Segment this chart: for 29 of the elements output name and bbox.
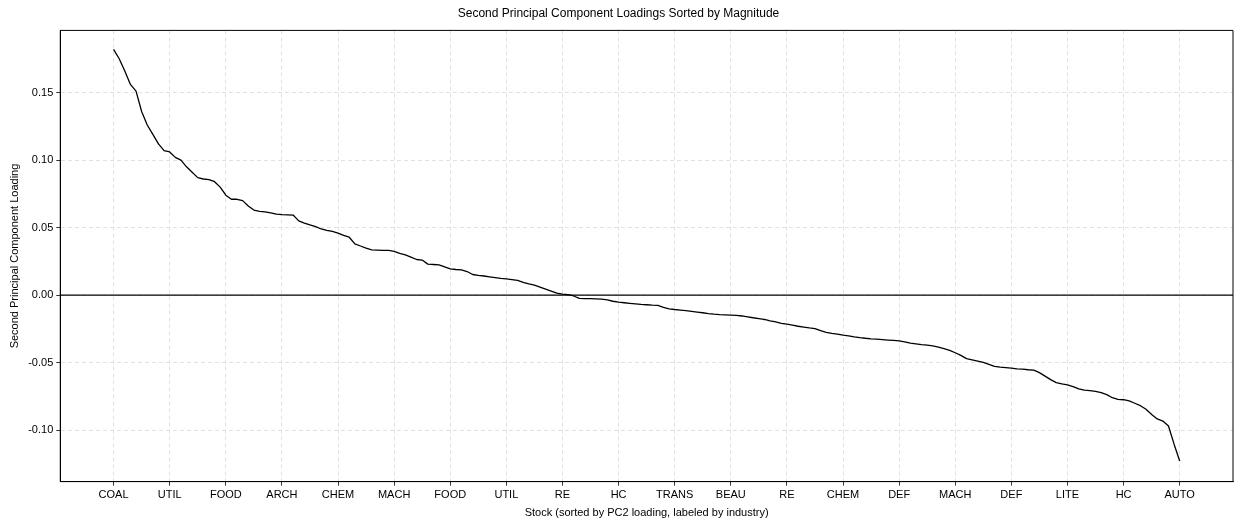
y-tick-label: -0.05 — [28, 355, 54, 368]
x-tick-label: ARCH — [266, 488, 298, 501]
x-tick-label: TRANS — [656, 488, 694, 501]
y-axis-title: Second Principal Component Loading — [7, 163, 20, 349]
x-tick-label: RE — [779, 488, 795, 501]
x-tick-label: CHEM — [321, 488, 355, 501]
x-tick-label: UTIL — [157, 488, 182, 501]
x-tick-label: CHEM — [826, 488, 860, 501]
x-tick-label: DEF — [888, 488, 911, 501]
x-tick-label: COAL — [98, 488, 129, 501]
x-tick-label: HC — [610, 488, 627, 501]
y-tick-label: 0.00 — [31, 288, 54, 301]
x-tick-label: MACH — [939, 488, 972, 501]
x-axis-title: Stock (sorted by PC2 loading, labeled by industry) — [524, 506, 769, 519]
y-tick-label: -0.10 — [28, 423, 54, 436]
x-tick-label: DEF — [1000, 488, 1023, 501]
x-tick-label: BEAU — [715, 488, 746, 501]
chart-title: Second Principal Component Loadings Sorted by Magnitude — [457, 5, 780, 20]
x-tick-label: MACH — [377, 488, 411, 501]
y-tick-label: 0.10 — [31, 153, 54, 166]
x-tick-label: FOOD — [434, 488, 467, 501]
y-tick-label: 0.05 — [31, 220, 54, 233]
x-tick-label: RE — [554, 488, 571, 501]
x-tick-label: HC — [1115, 488, 1132, 501]
x-tick-label: FOOD — [209, 488, 242, 501]
x-tick-label: LITE — [1055, 488, 1080, 501]
y-tick-label: 0.15 — [31, 85, 54, 98]
x-tick-label: UTIL — [494, 488, 519, 501]
x-tick-label: AUTO — [1164, 488, 1196, 501]
